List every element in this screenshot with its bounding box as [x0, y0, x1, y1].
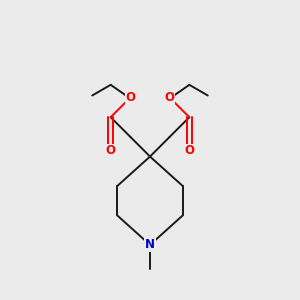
Text: O: O: [106, 144, 116, 158]
Text: N: N: [145, 238, 155, 251]
Text: O: O: [165, 91, 175, 103]
Text: O: O: [184, 144, 194, 158]
Text: O: O: [125, 91, 135, 103]
